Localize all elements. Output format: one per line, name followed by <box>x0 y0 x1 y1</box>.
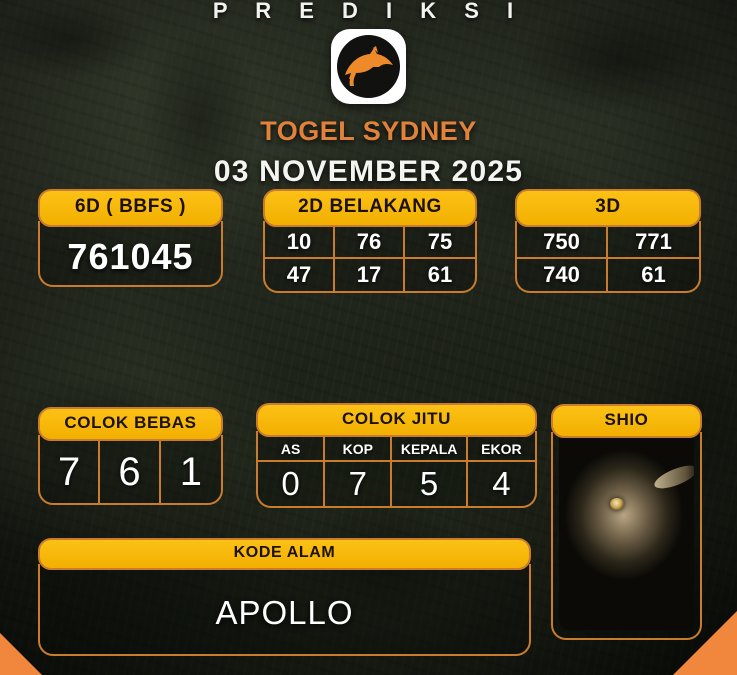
panel-shio-body <box>551 432 702 640</box>
panel-kode-alam-body: APOLLO <box>38 564 531 656</box>
colok-bebas-cell: 6 <box>100 441 161 503</box>
poster-header: P R E D I K S I TOGEL SYDNEY 03 NOVEMBER… <box>0 0 737 189</box>
panel-3d: 3D 750 771 740 61 <box>515 189 701 293</box>
corner-decoration-right <box>673 611 737 675</box>
logo-container <box>0 29 737 104</box>
panel-kode-alam: KODE ALAM APOLLO <box>38 538 531 656</box>
colok-bebas-grid: 7 6 1 <box>40 441 221 503</box>
panel-colok-jitu-body: AS KOP KEPALA EKOR 0 7 5 4 <box>256 431 537 508</box>
corner-decoration-left <box>0 633 42 675</box>
panel-bbfs-title: 6D ( BBFS ) <box>38 189 223 227</box>
2d-cell: 10 <box>265 227 335 259</box>
panel-kode-alam-title: KODE ALAM <box>38 538 531 570</box>
3d-cell: 61 <box>641 262 666 287</box>
colok-jitu-value: 0 <box>258 462 326 506</box>
colok-jitu-value: 5 <box>392 462 468 506</box>
goat-photo <box>559 438 694 630</box>
panel-colok-jitu-title: COLOK JITU <box>256 403 537 437</box>
colok-bebas-cell: 1 <box>179 449 202 494</box>
colok-jitu-value: 4 <box>492 465 511 502</box>
panel-colok-bebas: COLOK BEBAS 7 6 1 <box>38 407 223 505</box>
2d-grid: 10 76 75 47 17 61 <box>265 227 475 291</box>
kangaroo-logo-icon <box>331 29 406 104</box>
2d-cell: 75 <box>405 227 475 259</box>
panel-colok-jitu: COLOK JITU AS KOP KEPALA EKOR 0 7 5 4 <box>256 403 537 508</box>
colok-jitu-value: 7 <box>325 462 393 506</box>
colok-jitu-value-row: 0 7 5 4 <box>258 462 535 506</box>
3d-cell: 740 <box>517 259 608 291</box>
page-kicker: P R E D I K S I <box>212 0 525 23</box>
panel-bbfs: 6D ( BBFS ) 761045 <box>38 189 223 287</box>
colok-jitu-header: EKOR <box>467 437 535 462</box>
kode-alam-value: APOLLO <box>215 594 354 631</box>
panel-shio: SHIO <box>551 404 702 640</box>
page-title: TOGEL SYDNEY <box>260 116 477 146</box>
panel-colok-bebas-title: COLOK BEBAS <box>38 407 223 441</box>
panel-shio-title: SHIO <box>551 404 702 438</box>
goat-eye-detail <box>610 497 625 510</box>
panel-3d-body: 750 771 740 61 <box>515 221 701 293</box>
bbfs-value: 761045 <box>67 236 194 277</box>
panel-colok-bebas-body: 7 6 1 <box>38 435 223 505</box>
colok-jitu-header: KEPALA <box>392 437 468 462</box>
panel-2d-title: 2D BELAKANG <box>263 189 477 227</box>
prediction-date: 03 NOVEMBER 2025 <box>213 155 524 188</box>
panel-bbfs-body: 761045 <box>38 221 223 287</box>
3d-cell: 771 <box>608 227 699 259</box>
colok-jitu-header: AS <box>258 437 326 462</box>
panel-2d-belakang: 2D BELAKANG 10 76 75 47 17 61 <box>263 189 477 293</box>
panel-2d-body: 10 76 75 47 17 61 <box>263 221 477 293</box>
3d-grid: 750 771 740 61 <box>517 227 699 291</box>
2d-cell: 47 <box>265 259 335 291</box>
3d-cell: 750 <box>517 227 608 259</box>
panel-3d-title: 3D <box>515 189 701 227</box>
colok-bebas-cell: 7 <box>40 441 101 503</box>
logo-inner-circle <box>337 35 400 98</box>
2d-cell: 61 <box>427 262 453 287</box>
2d-cell: 17 <box>335 259 405 291</box>
2d-cell: 76 <box>335 227 405 259</box>
colok-jitu-header: KOP <box>325 437 393 462</box>
kangaroo-glyph-icon <box>344 45 393 86</box>
colok-jitu-header-row: AS KOP KEPALA EKOR <box>258 437 535 462</box>
